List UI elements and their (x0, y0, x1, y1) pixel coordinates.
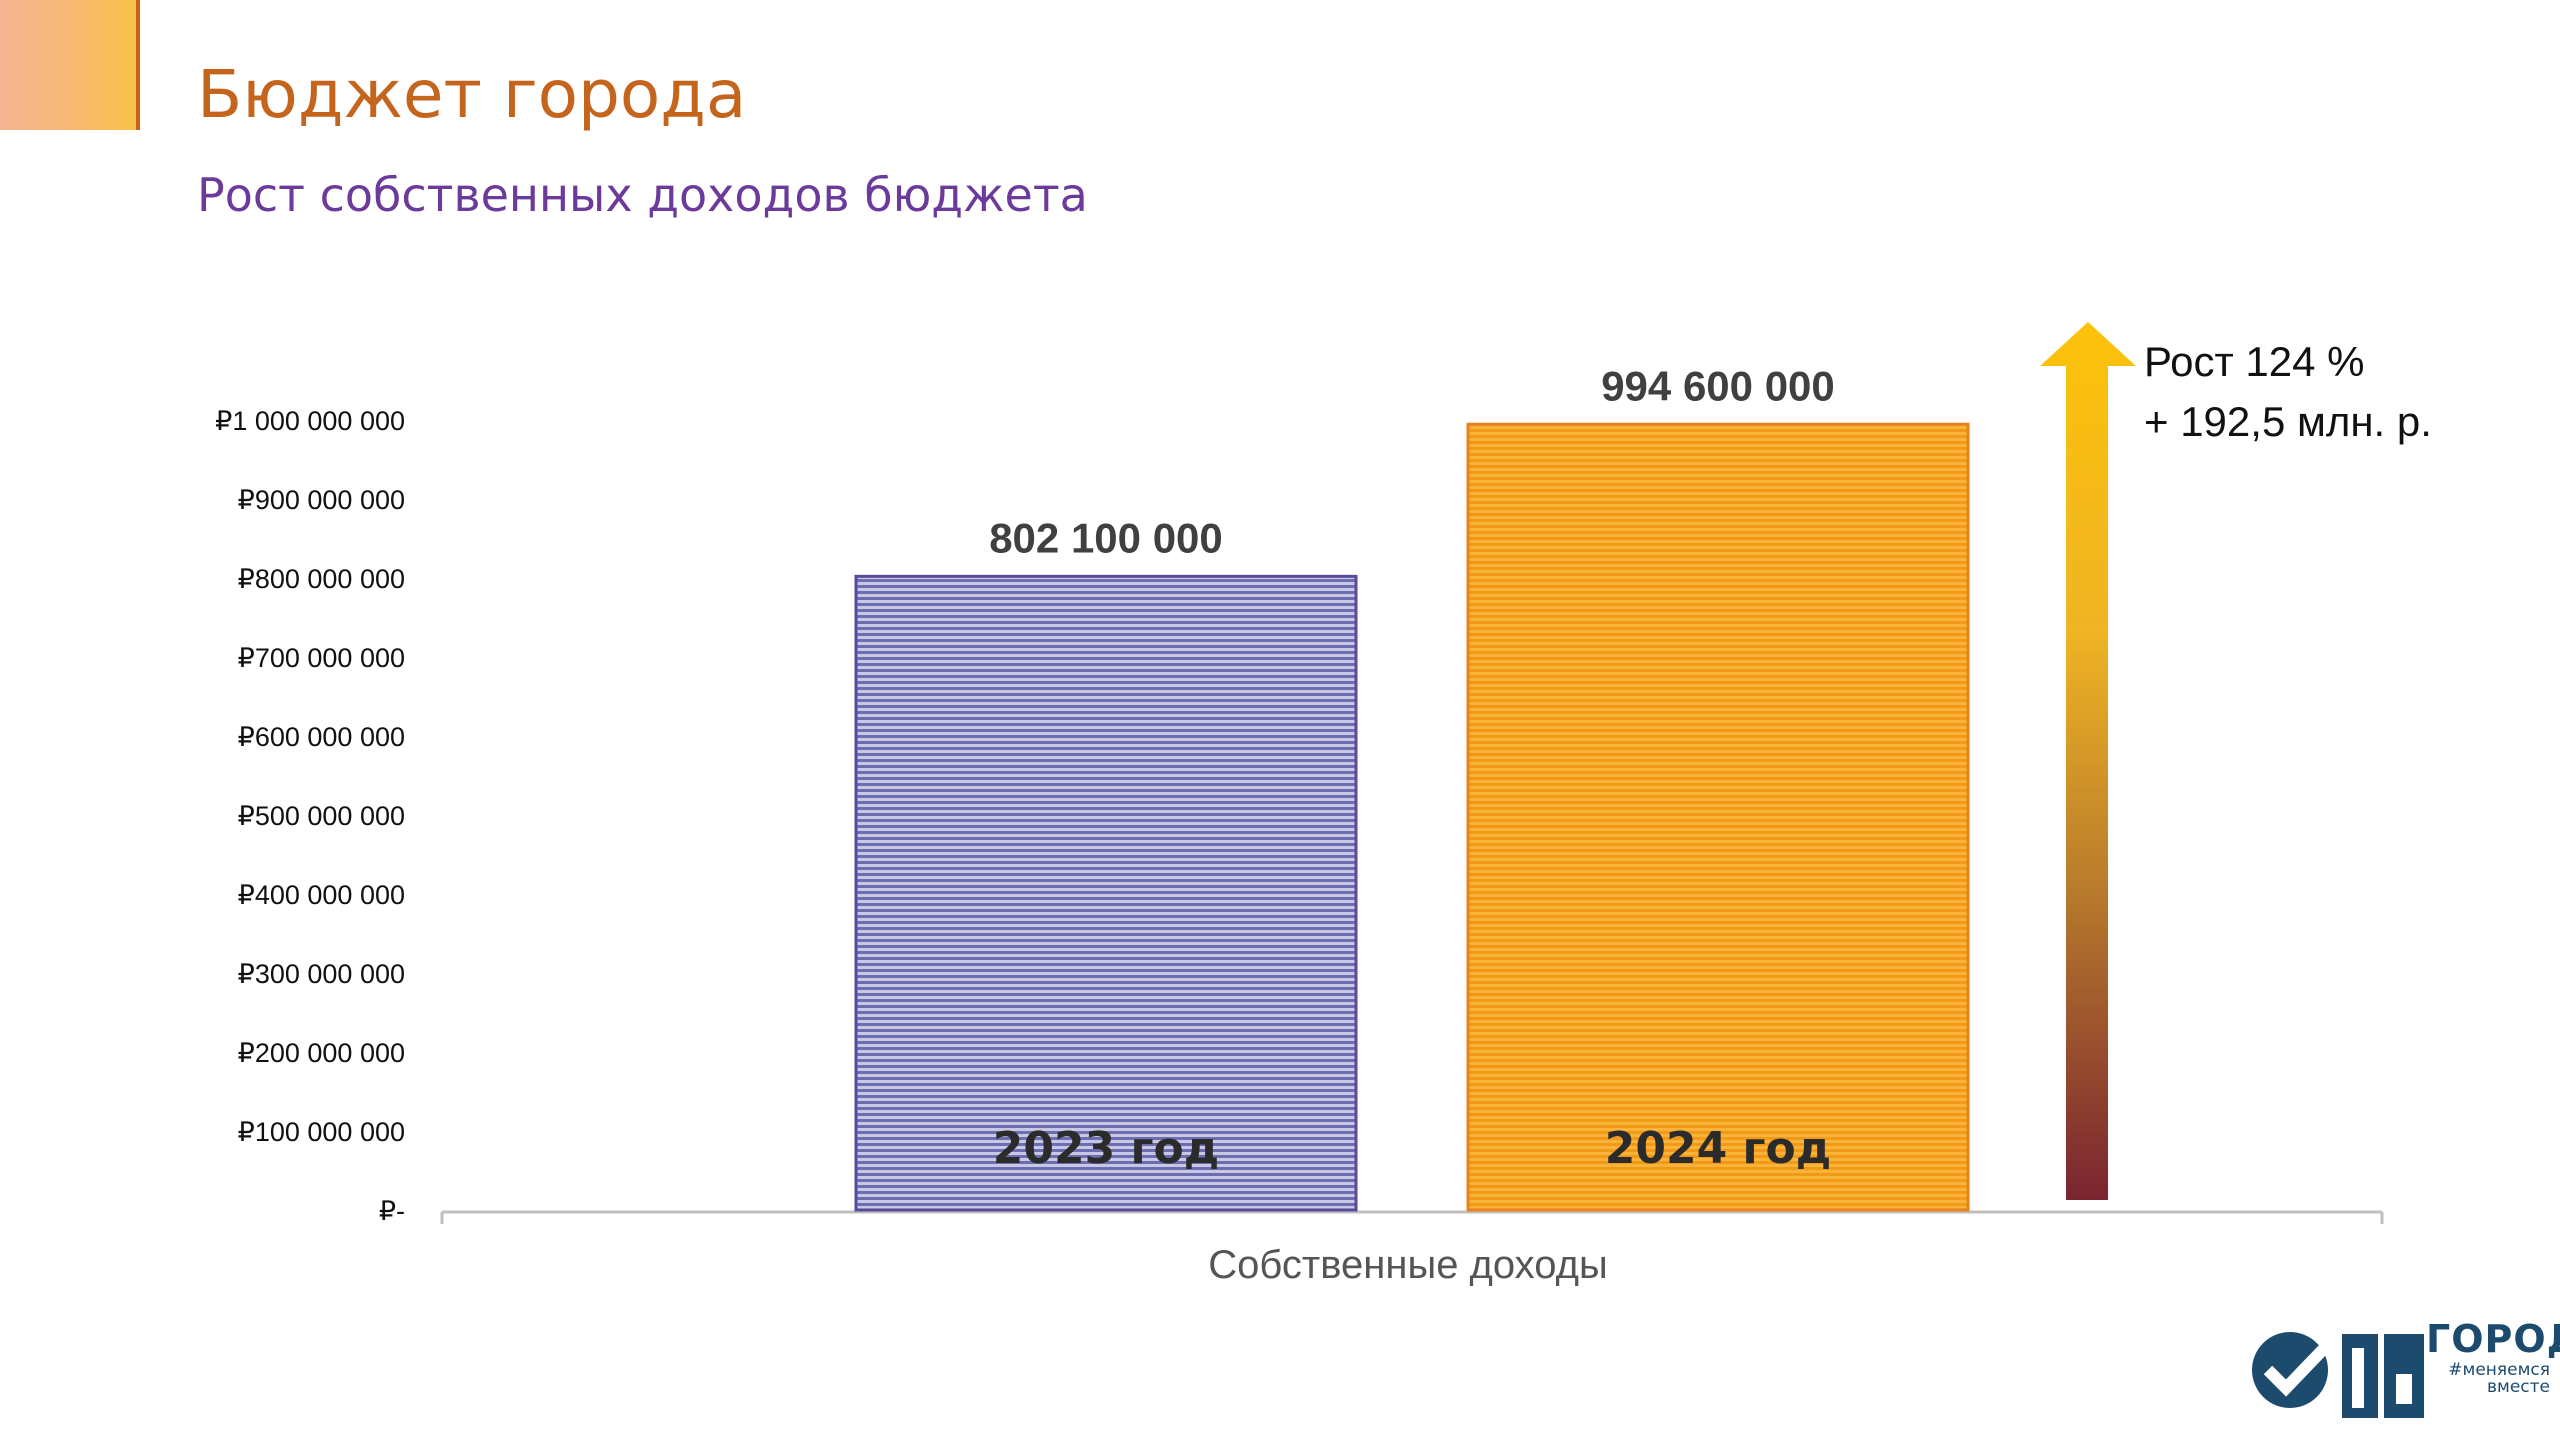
checkmark-logo-icon (2252, 1331, 2424, 1418)
y-tick-label: ₽300 000 000 (238, 959, 405, 989)
page-title: Бюджет города (197, 56, 747, 133)
growth-annotation-amount: + 192,5 млн. р. (2144, 398, 2432, 445)
y-tick-label: ₽400 000 000 (238, 880, 405, 910)
y-tick-label: ₽700 000 000 (238, 643, 405, 673)
bar-value-label: 802 100 000 (989, 514, 1223, 561)
city-logo (2252, 1331, 2424, 1418)
corner-decoration (0, 0, 136, 130)
up-arrow-icon (2040, 322, 2136, 1200)
bar-value-label: 994 600 000 (1601, 362, 1835, 409)
bar-2023 (854, 574, 1358, 1212)
y-tick-label: ₽500 000 000 (238, 801, 405, 831)
y-tick-label: ₽900 000 000 (238, 485, 405, 515)
bar-value-labels: 802 100 000 2023 год 994 600 000 2024 год (989, 362, 1835, 1174)
corner-accent-line (136, 0, 140, 130)
y-tick-label: ₽200 000 000 (238, 1038, 405, 1068)
x-axis-label: Собственные доходы (1208, 1243, 1607, 1287)
y-tick-label: ₽- (379, 1196, 405, 1226)
y-tick-label: ₽600 000 000 (238, 722, 405, 752)
bar-2024 (1466, 422, 1970, 1212)
y-axis-tick-labels: ₽- ₽100 000 000 ₽200 000 000 ₽300 000 000 ₽4… (215, 406, 405, 1226)
bar-series-name: 2023 год (993, 1123, 1220, 1174)
growth-annotation-percent: Рост 124 % (2144, 338, 2365, 385)
growth-arrow (2040, 322, 2136, 1200)
y-tick-label: ₽800 000 000 (238, 564, 405, 594)
bars (854, 422, 1970, 1212)
page-subtitle: Рост собственных доходов бюджета (197, 168, 1088, 222)
y-tick-label: ₽100 000 000 (238, 1117, 405, 1147)
y-tick-label: ₽1 000 000 000 (215, 406, 405, 436)
logo-word: ГОРОД (2426, 1317, 2560, 1361)
x-axis (440, 1210, 2384, 1224)
logo-tagline: #меняемся вместе (2448, 1360, 2550, 1397)
bar-series-name: 2024 год (1605, 1123, 1832, 1174)
